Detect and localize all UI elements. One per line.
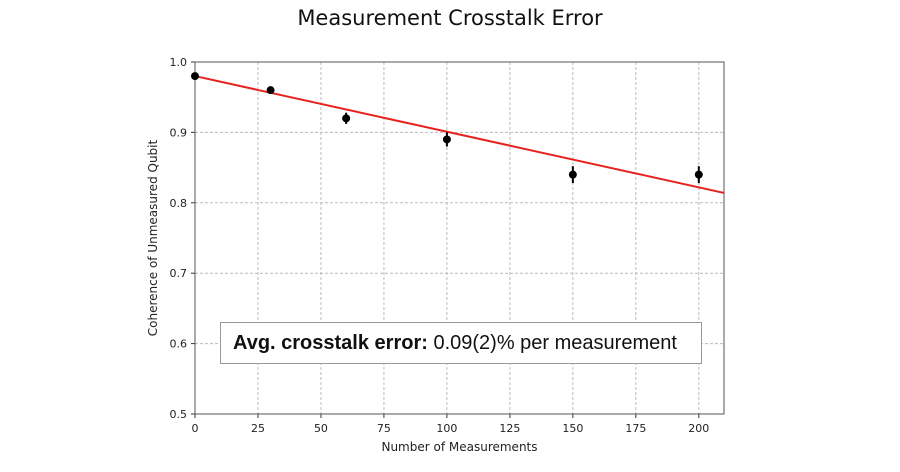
- annotation-bold: Avg. crosstalk error:: [233, 332, 428, 354]
- plot-frame: [194, 61, 725, 415]
- y-tick-label: 0.6: [170, 338, 188, 351]
- y-tick-label: 0.7: [170, 267, 188, 280]
- chart-title: Measurement Crosstalk Error: [297, 6, 603, 30]
- x-tick-label: 0: [192, 422, 199, 435]
- annotation-box: Avg. crosstalk error: 0.09(2)% per measu…: [220, 322, 702, 364]
- x-tick-label: 200: [688, 422, 709, 435]
- y-tick-label: 1.0: [170, 56, 188, 69]
- y-axis-label: Coherence of Unmeasured Qubit: [146, 140, 160, 337]
- x-axis-label: Number of Measurements: [381, 440, 537, 454]
- annotation-text: 0.09(2)% per measurement: [427, 332, 677, 354]
- data-point: [342, 114, 351, 123]
- data-point: [568, 170, 577, 179]
- y-tick-label: 0.5: [170, 408, 188, 421]
- x-tick-label: 150: [562, 422, 583, 435]
- fit-line: [194, 75, 725, 194]
- x-tick-label: 75: [377, 422, 391, 435]
- x-tick-label: 125: [499, 422, 520, 435]
- y-tick-label: 0.8: [170, 197, 188, 210]
- x-tick-label: 25: [251, 422, 265, 435]
- x-tick-label: 50: [314, 422, 328, 435]
- x-tick-label: 175: [625, 422, 646, 435]
- data-point: [191, 72, 199, 81]
- data-point: [442, 135, 451, 144]
- x-tick-label: 100: [436, 422, 457, 435]
- data-point: [694, 170, 703, 179]
- data-point: [266, 86, 275, 95]
- y-tick-label: 0.9: [170, 126, 188, 139]
